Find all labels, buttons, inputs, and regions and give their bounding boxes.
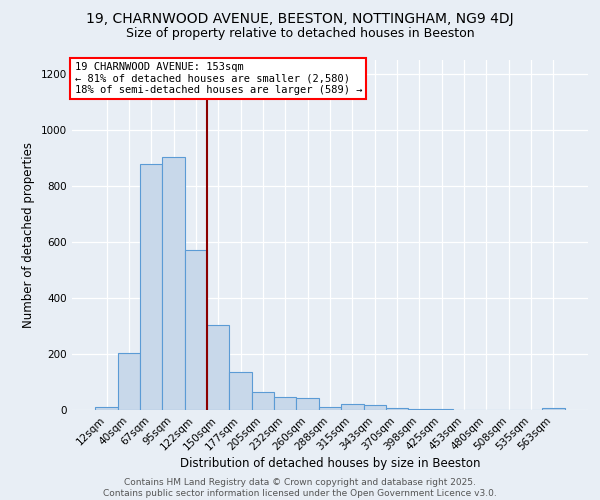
Bar — [163, 156, 185, 410]
Bar — [408, 409, 431, 410]
Bar — [252, 392, 274, 410]
Bar — [229, 372, 252, 410]
Bar — [95, 407, 118, 410]
Bar — [296, 398, 319, 410]
Bar — [386, 408, 408, 410]
Bar — [185, 250, 207, 410]
Text: 19 CHARNWOOD AVENUE: 153sqm
← 81% of detached houses are smaller (2,580)
18% of : 19 CHARNWOOD AVENUE: 153sqm ← 81% of det… — [74, 62, 362, 95]
Bar — [341, 404, 364, 410]
Text: Contains HM Land Registry data © Crown copyright and database right 2025.
Contai: Contains HM Land Registry data © Crown c… — [103, 478, 497, 498]
Y-axis label: Number of detached properties: Number of detached properties — [22, 142, 35, 328]
Text: Size of property relative to detached houses in Beeston: Size of property relative to detached ho… — [125, 28, 475, 40]
Bar — [364, 405, 386, 410]
Bar — [207, 324, 229, 410]
X-axis label: Distribution of detached houses by size in Beeston: Distribution of detached houses by size … — [180, 458, 480, 470]
Bar — [140, 164, 163, 410]
Bar — [542, 408, 565, 410]
Bar — [319, 407, 341, 410]
Bar — [274, 396, 296, 410]
Text: 19, CHARNWOOD AVENUE, BEESTON, NOTTINGHAM, NG9 4DJ: 19, CHARNWOOD AVENUE, BEESTON, NOTTINGHA… — [86, 12, 514, 26]
Bar — [118, 352, 140, 410]
